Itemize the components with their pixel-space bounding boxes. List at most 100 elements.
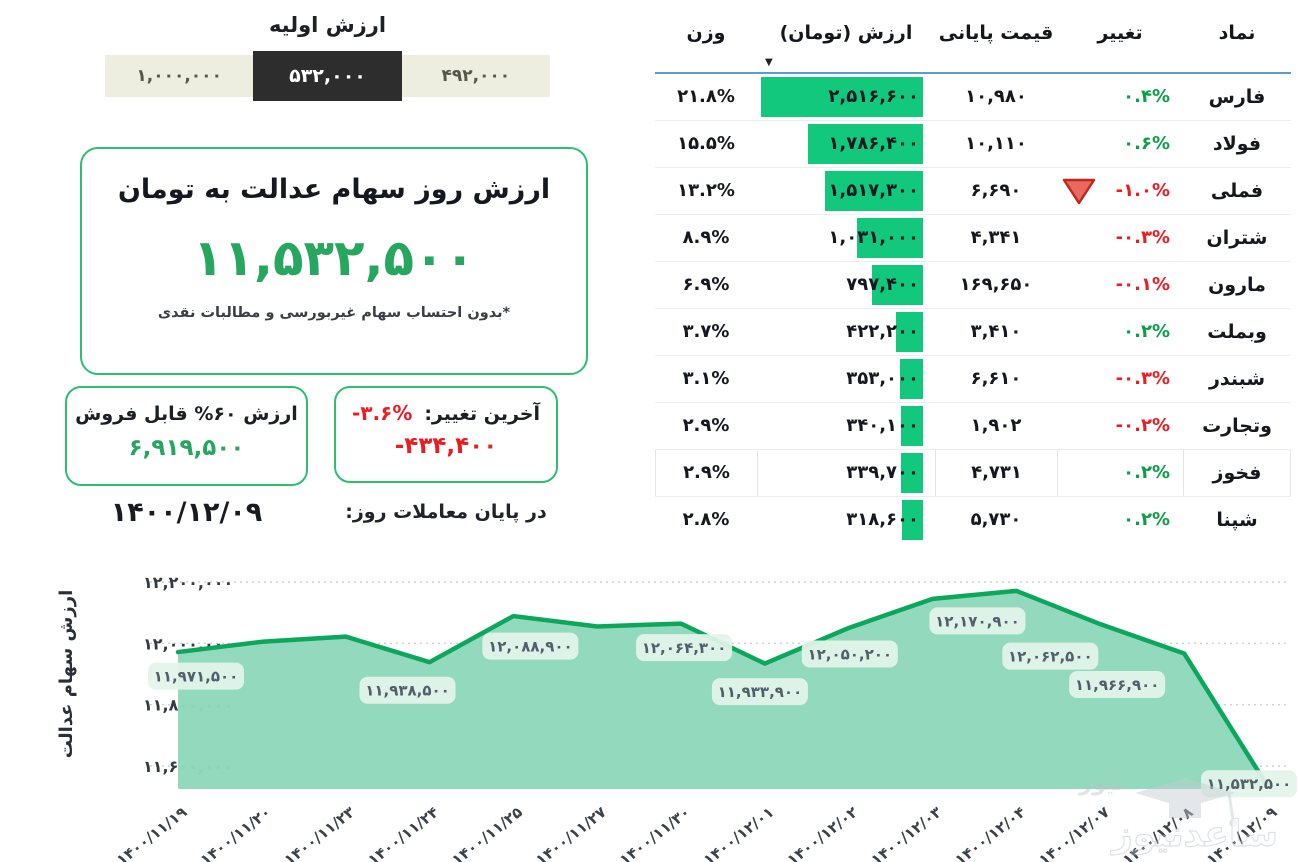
- sellable-value-card: ارزش ۶۰% قابل فروش ۶,۹۱۹,۵۰۰: [65, 386, 308, 486]
- change-value: ۰.۲%: [1123, 321, 1170, 342]
- cell-weight: ۲.۹%: [682, 415, 730, 436]
- cell-symbol: فملی: [1210, 180, 1264, 202]
- cell-weight: ۱۵.۵%: [677, 133, 735, 154]
- last-change-label: آخرین تغییر:: [424, 403, 540, 425]
- cell-close-price: ۴,۳۴۱: [970, 227, 1022, 248]
- svg-text:۱۴۰۰/۱۲/۰۴: ۱۴۰۰/۱۲/۰۴: [951, 803, 1028, 862]
- svg-text:۱۱,۹۳۳,۹۰۰: ۱۱,۹۳۳,۹۰۰: [718, 683, 803, 701]
- down-triangle-icon: [1061, 176, 1097, 206]
- value-number: ۴۲۲,۲۰۰: [846, 321, 919, 342]
- svg-text:۱۱,۹۳۸,۵۰۰: ۱۱,۹۳۸,۵۰۰: [365, 682, 450, 700]
- svg-text:۱۴۰۰/۱۲/۰۳: ۱۴۰۰/۱۲/۰۳: [868, 803, 945, 862]
- header-change[interactable]: تغییر: [1097, 22, 1143, 44]
- value-number: ۳۳۹,۷۰۰: [846, 462, 919, 483]
- cell-close-price: ۱۰,۹۸۰: [965, 86, 1027, 107]
- cell-symbol: فولاد: [1212, 133, 1262, 155]
- cell-close-price: ۳,۴۱۰: [970, 321, 1022, 342]
- svg-text:۱۲,۰۶۴,۳۰۰: ۱۲,۰۶۴,۳۰۰: [642, 639, 727, 657]
- initial-value-control: ارزش اولیه ۴۹۲,۰۰۰ ۵۳۲,۰۰۰ ۱,۰۰۰,۰۰۰: [105, 0, 550, 101]
- cell-weight: ۶.۹%: [682, 274, 730, 295]
- header-value[interactable]: ارزش (تومان) ▼: [757, 10, 935, 72]
- table-row[interactable]: فارس ۰.۴% ۱۰,۹۸۰ ۲,۵۱۶,۶۰۰ ۲۱.۸%: [655, 74, 1291, 121]
- sellable-value-title: ارزش ۶۰% قابل فروش: [75, 403, 298, 425]
- svg-text:۱۲,۰۸۸,۹۰۰: ۱۲,۰۸۸,۹۰۰: [488, 638, 573, 656]
- value-history-area-chart: ۱۲,۲۰۰,۰۰۰۱۲,۰۰۰,۰۰۰۱۱,۸۰۰,۰۰۰۱۱,۶۰۰,۰۰۰…: [56, 573, 1297, 862]
- cell-weight: ۲۱.۸%: [677, 86, 735, 107]
- initial-value-title: ارزش اولیه: [268, 13, 387, 37]
- portfolio-table: نماد تغییر قیمت پایانی ارزش (تومان) ▼ وز…: [655, 10, 1291, 544]
- cell-close-price: ۶,۶۱۰: [970, 368, 1022, 389]
- cell-change: -۰.۲%: [1057, 403, 1183, 449]
- header-symbol[interactable]: نماد: [1218, 22, 1256, 44]
- cell-value: ۳۴۰,۱۰۰: [757, 403, 935, 449]
- cell-weight: ۱۳.۲%: [677, 180, 735, 201]
- header-close-price[interactable]: قیمت پایانی: [938, 22, 1054, 44]
- svg-text:۱۴۰۰/۱۱/۲۰: ۱۴۰۰/۱۱/۲۰: [197, 803, 274, 862]
- value-number: ۳۵۳,۰۰۰: [846, 368, 919, 389]
- value-number: ۷۹۷,۴۰۰: [846, 274, 919, 295]
- table-row[interactable]: فملی -۱.۰% ۶,۶۹۰ ۱,۵۱۷,۳۰۰ ۱۳.۲%: [655, 168, 1291, 215]
- svg-text:۱۱,۹۷۱,۵۰۰: ۱۱,۹۷۱,۵۰۰: [154, 668, 239, 686]
- sort-desc-icon[interactable]: ▼: [765, 57, 773, 68]
- table-row[interactable]: وبملت ۰.۲% ۳,۴۱۰ ۴۲۲,۲۰۰ ۳.۷%: [655, 309, 1291, 356]
- svg-text:۱۴۰۰/۱۲/۰۲: ۱۴۰۰/۱۲/۰۲: [784, 803, 861, 862]
- change-value: ۰.۲%: [1123, 462, 1170, 483]
- cell-close-price: ۱,۹۰۲: [970, 415, 1022, 436]
- value-data-bar: [808, 124, 923, 164]
- value-data-bar: [902, 500, 923, 540]
- cell-change: ۰.۴%: [1057, 74, 1183, 120]
- saednews-watermark-logo: نیوز ساعدنیوز: [1078, 771, 1278, 856]
- change-value: ۰.۶%: [1123, 133, 1170, 154]
- svg-text:۱۴۰۰/۱۱/۲۵: ۱۴۰۰/۱۱/۲۵: [448, 803, 525, 862]
- current-value-number: ۱۱,۵۳۲,۵۰۰: [192, 229, 476, 287]
- value-data-bar: [761, 77, 923, 117]
- value-number: ۱,۷۸۶,۴۰۰: [828, 133, 919, 154]
- svg-text:۱۴۰۰/۱۱/۱۹: ۱۴۰۰/۱۱/۱۹: [113, 803, 190, 862]
- change-value: -۰.۳%: [1115, 227, 1170, 248]
- value-data-bar: [901, 453, 923, 493]
- svg-text:ساعدنیوز: ساعدنیوز: [1110, 814, 1278, 855]
- header-weight[interactable]: وزن: [686, 22, 726, 44]
- svg-text:۱۱,۹۶۶,۹۰۰: ۱۱,۹۶۶,۹۰۰: [1075, 676, 1160, 694]
- table-row[interactable]: شتران -۰.۳% ۴,۳۴۱ ۱,۰۳۱,۰۰۰ ۸.۹%: [655, 215, 1291, 262]
- svg-text:ارزش سهام عدالت: ارزش سهام عدالت: [56, 590, 77, 758]
- cell-close-price: ۴,۷۳۱: [935, 450, 1057, 496]
- cell-value: ۳۱۸,۶۰۰: [757, 497, 935, 543]
- svg-text:۱۲,۰۵۰,۲۰۰: ۱۲,۰۵۰,۲۰۰: [807, 645, 892, 663]
- cell-close-price: ۱۰,۱۱۰: [965, 133, 1027, 154]
- svg-text:۱۲,۲۰۰,۰۰۰: ۱۲,۲۰۰,۰۰۰: [143, 573, 233, 592]
- current-value-footnote: *بدون احتساب سهام غیربورسی و مطالبات نقد…: [157, 305, 511, 321]
- cell-weight: ۲.۹%: [655, 450, 757, 496]
- table-row[interactable]: فولاد ۰.۶% ۱۰,۱۱۰ ۱,۷۸۶,۴۰۰ ۱۵.۵%: [655, 121, 1291, 168]
- cell-close-price: ۱۶۹,۶۵۰: [959, 274, 1033, 295]
- cell-value: ۷۹۷,۴۰۰: [757, 262, 935, 308]
- cell-weight: ۸.۹%: [682, 227, 730, 248]
- table-row[interactable]: شبندر -۰.۳% ۶,۶۱۰ ۳۵۳,۰۰۰ ۳.۱%: [655, 356, 1291, 403]
- initial-value-option[interactable]: ۴۹۲,۰۰۰: [401, 55, 550, 97]
- cell-value: ۱,۵۱۷,۳۰۰: [757, 168, 935, 214]
- end-of-day-label: در پایان معاملات روز:: [345, 501, 547, 523]
- cell-change: ۰.۲%: [1057, 450, 1183, 496]
- table-row[interactable]: وتجارت -۰.۲% ۱,۹۰۲ ۳۴۰,۱۰۰ ۲.۹%: [655, 403, 1291, 450]
- initial-value-option-selected[interactable]: ۵۳۲,۰۰۰: [253, 51, 402, 101]
- last-change-amount: -۴۳۴,۴۰۰: [394, 433, 498, 459]
- svg-text:۱۴۰۰/۱۱/۳۰: ۱۴۰۰/۱۱/۳۰: [616, 803, 693, 862]
- cell-symbol: شپنا: [1216, 509, 1258, 531]
- initial-value-option[interactable]: ۱,۰۰۰,۰۰۰: [105, 55, 254, 97]
- table-row[interactable]: مارون -۰.۱% ۱۶۹,۶۵۰ ۷۹۷,۴۰۰ ۶.۹%: [655, 262, 1291, 309]
- change-value: -۰.۲%: [1115, 415, 1170, 436]
- cell-close-price: ۵,۷۳۰: [970, 509, 1022, 530]
- cell-value: ۴۲۲,۲۰۰: [757, 309, 935, 355]
- cell-value: ۱,۰۳۱,۰۰۰: [757, 215, 935, 261]
- table-row[interactable]: شپنا ۰.۲% ۵,۷۳۰ ۳۱۸,۶۰۰ ۲.۸%: [655, 497, 1291, 544]
- cell-change: ۰.۲%: [1057, 497, 1183, 543]
- svg-text:۱۴۰۰/۱۲/۰۱: ۱۴۰۰/۱۲/۰۱: [700, 803, 777, 862]
- initial-value-segments: ۴۹۲,۰۰۰ ۵۳۲,۰۰۰ ۱,۰۰۰,۰۰۰: [105, 51, 550, 101]
- table-row[interactable]: فخوز ۰.۲% ۴,۷۳۱ ۳۳۹,۷۰۰ ۲.۹%: [655, 450, 1291, 497]
- cell-symbol: شبندر: [1208, 368, 1266, 390]
- cell-change: -۱.۰%: [1057, 168, 1183, 214]
- cell-symbol: شتران: [1206, 227, 1268, 249]
- value-number: ۲,۵۱۶,۶۰۰: [828, 86, 919, 107]
- table-header-row: نماد تغییر قیمت پایانی ارزش (تومان) ▼ وز…: [655, 10, 1291, 74]
